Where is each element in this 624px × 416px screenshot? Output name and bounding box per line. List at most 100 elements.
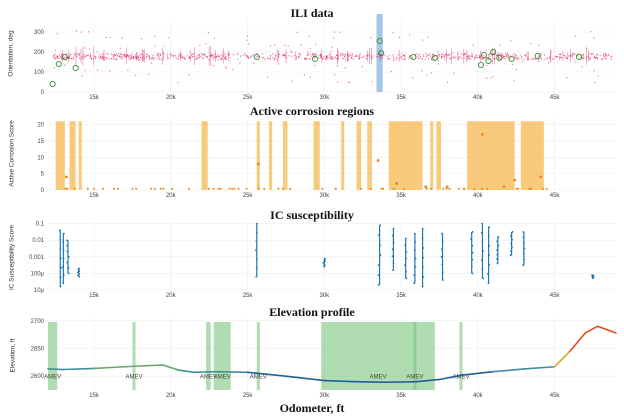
- ili-point: [105, 57, 107, 59]
- ili-point: [73, 56, 75, 58]
- ili-point: [152, 56, 154, 58]
- y-tick-label: 2650: [31, 346, 45, 352]
- ili-point: [356, 55, 358, 57]
- ic-point: [488, 244, 491, 247]
- ili-point: [336, 54, 338, 56]
- elevation-line-segment: [246, 371, 287, 377]
- ili-point: [441, 57, 443, 59]
- ili-point: [54, 58, 56, 60]
- ili-point: [332, 37, 334, 39]
- ili-point: [215, 55, 217, 57]
- elevation-span-label: AMEV: [250, 374, 267, 380]
- y-tick-label: 300: [34, 30, 45, 36]
- ili-point: [326, 58, 328, 60]
- ic-point: [78, 267, 80, 270]
- ili-point: [387, 58, 389, 60]
- ili-point: [503, 57, 505, 59]
- y-tick-label: 0.01: [32, 238, 44, 244]
- ili-point: [88, 31, 90, 33]
- x-tick-label: 25k: [243, 393, 254, 399]
- ili-point: [395, 58, 397, 60]
- ili-point: [253, 53, 255, 55]
- ili-point: [448, 54, 450, 56]
- ili-point: [398, 57, 400, 59]
- ili-point: [130, 58, 132, 60]
- corrosion-baseline-point: [66, 187, 69, 190]
- ic-point: [591, 274, 594, 276]
- ili-point: [219, 54, 221, 57]
- ili-point: [124, 56, 126, 58]
- ili-point: [596, 54, 598, 56]
- ic-point: [77, 268, 80, 271]
- ili-point: [211, 56, 213, 58]
- y-tick-label: 0: [41, 90, 45, 96]
- ili-point: [167, 57, 169, 59]
- ili-point: [295, 58, 297, 60]
- ili-point: [274, 44, 276, 46]
- ili-point: [367, 54, 369, 57]
- ili-point: [312, 55, 314, 57]
- ili-point: [388, 57, 390, 60]
- ili-point: [462, 53, 464, 56]
- ili-point: [371, 80, 373, 83]
- ili-point: [53, 57, 55, 59]
- ili-point: [177, 58, 179, 61]
- ic-point: [405, 257, 408, 260]
- x-tick-label: 25k: [243, 95, 254, 101]
- ili-point: [470, 58, 472, 60]
- ili-point: [282, 54, 284, 56]
- x-tick-label: 35k: [396, 95, 407, 101]
- ili-point: [300, 44, 302, 46]
- ili-point: [537, 55, 539, 57]
- ili-point: [192, 53, 194, 55]
- elevation-span-label: AMEV: [200, 374, 217, 380]
- ili-point: [329, 53, 331, 56]
- ili-point: [196, 58, 198, 60]
- ili-point: [481, 58, 483, 60]
- ili-green-marker: [49, 80, 56, 88]
- ili-point: [99, 57, 101, 59]
- ili-point: [204, 54, 206, 57]
- ili-point: [392, 56, 394, 58]
- ili-point: [53, 67, 55, 69]
- elevation-line-segment: [553, 350, 571, 368]
- ili-point: [471, 53, 473, 55]
- ic-point: [255, 266, 258, 269]
- ili-point: [58, 57, 60, 60]
- ili-point: [408, 56, 410, 58]
- ili-point: [158, 55, 160, 57]
- ili-point: [186, 55, 188, 57]
- ili-point: [437, 63, 439, 65]
- ili-point: [538, 60, 540, 62]
- ili-point: [460, 53, 462, 55]
- ili-point: [182, 56, 184, 58]
- ili-point: [366, 57, 368, 60]
- ili-point: [138, 56, 140, 58]
- elevation-line-segment: [584, 325, 599, 334]
- ili-point: [494, 58, 496, 60]
- ili-point: [205, 43, 207, 45]
- elevation-line-segment: [415, 378, 441, 383]
- elevation-span: [256, 322, 260, 390]
- ic-point: [440, 248, 443, 250]
- x-tick-label: 15k: [89, 95, 100, 101]
- ili-point: [358, 58, 360, 60]
- ili-point: [327, 55, 329, 57]
- ili-point: [67, 56, 69, 59]
- ili-point: [326, 55, 328, 57]
- ili-point: [336, 54, 338, 56]
- ili-point: [497, 54, 499, 56]
- corrosion-region: [269, 121, 273, 190]
- x-tick-label: 40k: [473, 393, 484, 399]
- ic-point: [481, 241, 484, 243]
- ili-point: [470, 55, 472, 57]
- ili-point: [295, 56, 297, 58]
- ic-point: [322, 261, 325, 264]
- ili-point: [320, 54, 322, 56]
- ili-point: [558, 56, 560, 58]
- ili-point: [432, 55, 434, 58]
- ili-point: [419, 53, 421, 55]
- ili-point: [537, 58, 539, 60]
- corrosion-baseline-point: [334, 187, 337, 190]
- ili-point: [191, 53, 193, 55]
